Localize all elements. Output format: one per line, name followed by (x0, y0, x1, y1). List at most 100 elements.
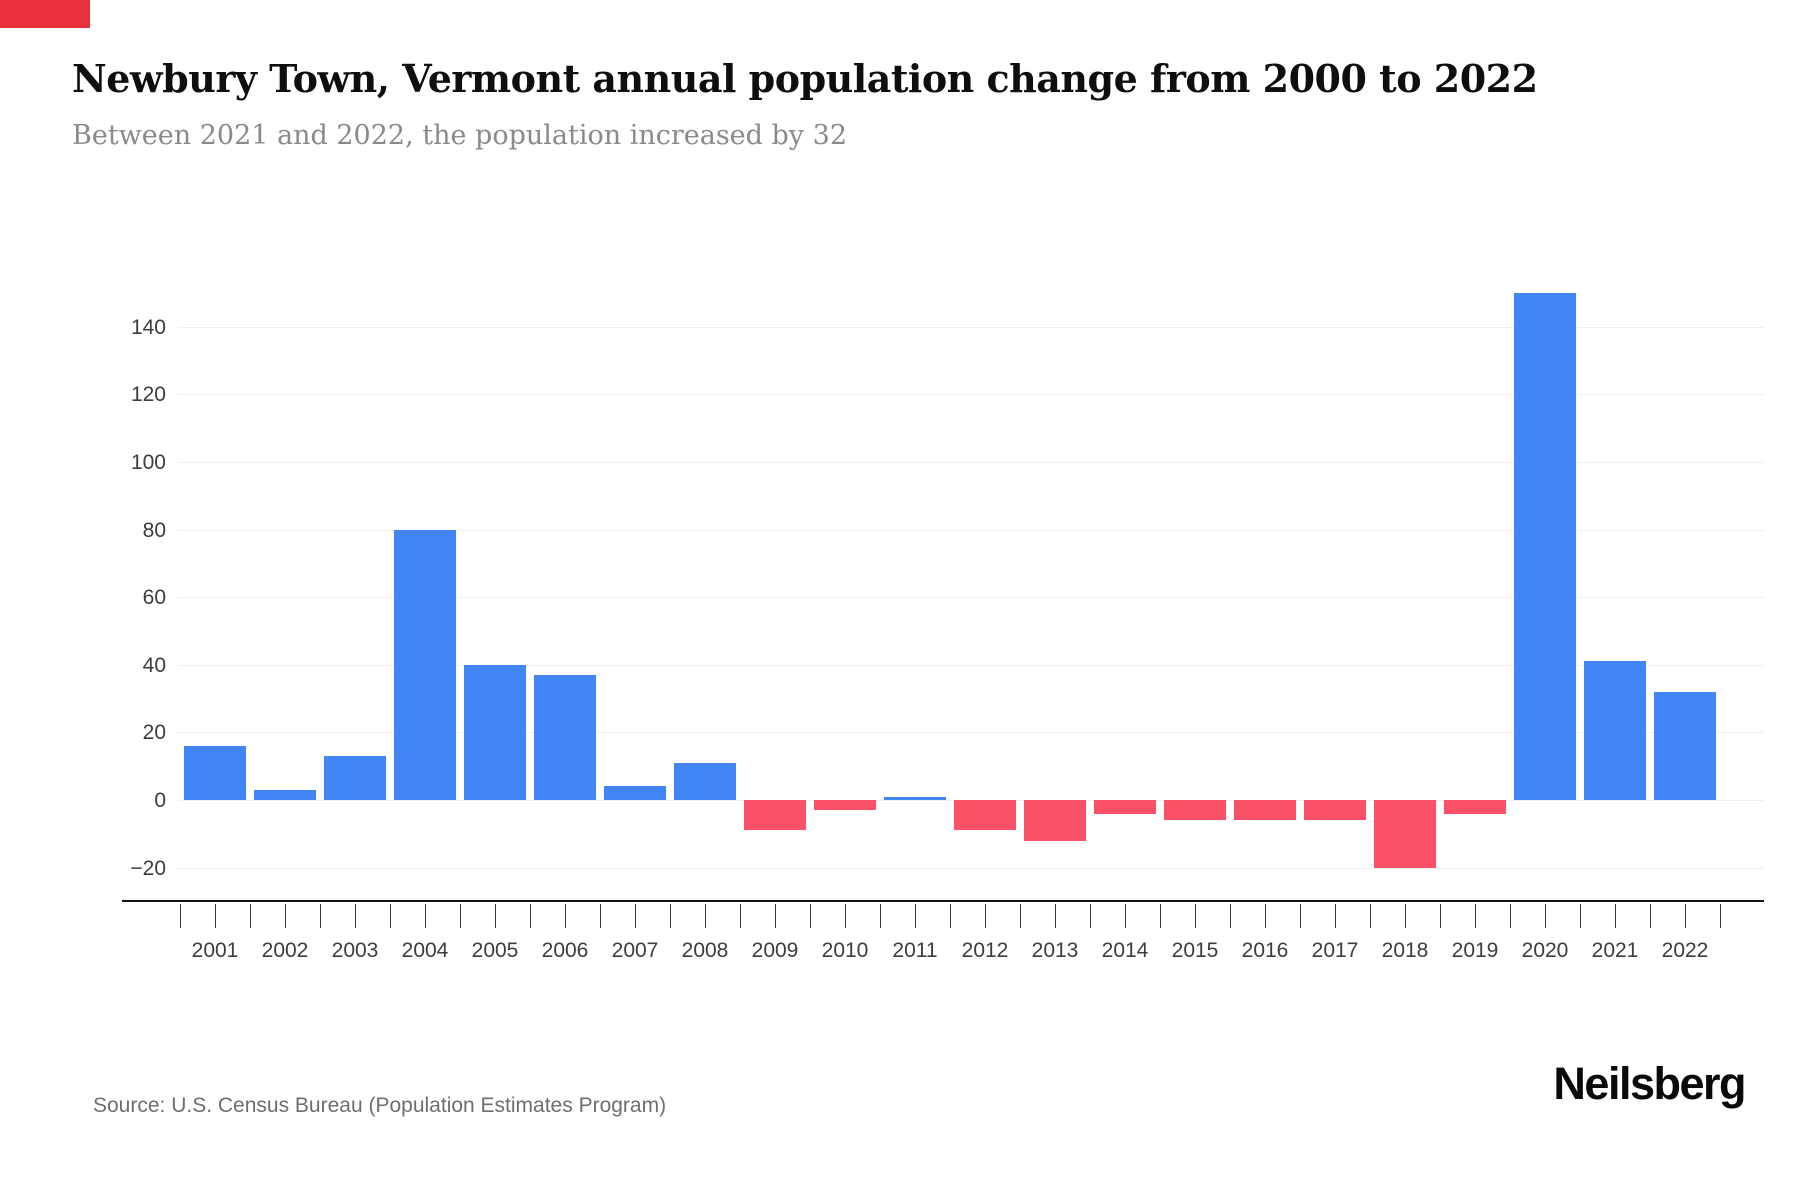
x-axis-label-2001: 2001 (191, 939, 239, 962)
x-axis-label-2003: 2003 (331, 939, 379, 962)
bar-2019[interactable] (1444, 800, 1506, 814)
y-axis-tick-label: 40 (142, 653, 166, 677)
x-axis-label-2008: 2008 (681, 939, 729, 962)
y-axis-tick-label: 100 (130, 451, 166, 474)
chart-title: Newbury Town, Vermont annual population … (72, 56, 1538, 101)
gridline-y-120 (178, 394, 1764, 396)
x-axis-tick (1475, 904, 1476, 928)
x-axis-label-2020: 2020 (1521, 939, 1569, 962)
bar-2016[interactable] (1234, 800, 1296, 821)
x-axis-tick (285, 904, 286, 928)
x-axis-label-2013: 2013 (1031, 939, 1079, 962)
bar-2021[interactable] (1584, 661, 1646, 800)
bar-2007[interactable] (604, 786, 666, 800)
x-axis-label-2015: 2015 (1171, 939, 1219, 962)
x-axis-label-2021: 2021 (1591, 939, 1639, 962)
x-axis-tick (670, 904, 671, 928)
x-axis-label-2009: 2009 (751, 939, 799, 962)
bar-2014[interactable] (1094, 800, 1156, 814)
x-axis-tick (1720, 904, 1721, 928)
bar-2022[interactable] (1654, 691, 1716, 800)
x-axis-tick (1370, 904, 1371, 928)
y-axis-tick-label: 140 (130, 315, 166, 339)
x-axis-label-2019: 2019 (1451, 939, 1499, 962)
bar-2020[interactable] (1514, 293, 1576, 800)
x-axis-tick (1265, 904, 1266, 928)
x-axis-tick (250, 904, 251, 928)
x-axis-tick (705, 904, 706, 928)
bar-2012[interactable] (954, 800, 1016, 831)
x-axis-tick (635, 904, 636, 928)
source-note: Source: U.S. Census Bureau (Population E… (93, 1094, 667, 1117)
bar-2008[interactable] (674, 762, 736, 800)
bar-2002[interactable] (254, 789, 316, 800)
bar-2009[interactable] (744, 800, 806, 831)
bar-2015[interactable] (1164, 800, 1226, 821)
bar-2010[interactable] (814, 800, 876, 811)
x-axis-tick (530, 904, 531, 928)
x-axis-tick (1510, 904, 1511, 928)
x-axis-tick (355, 904, 356, 928)
x-axis-tick (1440, 904, 1441, 928)
x-axis-tick (775, 904, 776, 928)
gridline-y-20 (178, 732, 1764, 734)
x-axis-tick (1545, 904, 1546, 928)
x-axis-tick (1405, 904, 1406, 928)
x-axis-line (122, 900, 1764, 902)
x-axis-tick (1230, 904, 1231, 928)
bar-2001[interactable] (184, 745, 246, 800)
bar-2011[interactable] (884, 796, 946, 800)
x-axis-tick (1580, 904, 1581, 928)
x-axis-tick (880, 904, 881, 928)
x-axis-tick (1335, 904, 1336, 928)
x-axis-tick (985, 904, 986, 928)
x-axis-tick (1615, 904, 1616, 928)
x-axis-tick (1300, 904, 1301, 928)
bar-2005[interactable] (464, 664, 526, 800)
y-axis-tick-label: 0 (154, 789, 166, 812)
x-axis-tick (810, 904, 811, 928)
x-axis-tick (460, 904, 461, 928)
x-axis-label-2014: 2014 (1101, 939, 1149, 962)
bar-2018[interactable] (1374, 800, 1436, 868)
bar-2004[interactable] (394, 529, 456, 800)
gridline-y--20 (178, 867, 1764, 869)
corner-accent-mark (0, 0, 90, 28)
x-axis-label-2006: 2006 (541, 939, 589, 962)
y-axis-tick-label: 120 (130, 383, 166, 407)
x-axis-tick (1685, 904, 1686, 928)
x-axis-label-2012: 2012 (961, 939, 1009, 962)
x-axis-tick (950, 904, 951, 928)
chart-subtitle: Between 2021 and 2022, the population in… (72, 120, 847, 151)
gridline-y-100 (178, 462, 1764, 463)
y-axis-tick-label: 60 (142, 586, 166, 610)
x-axis-label-2004: 2004 (401, 939, 449, 962)
x-axis-label-2016: 2016 (1241, 939, 1289, 962)
x-axis-tick (740, 904, 741, 928)
x-axis-label-2010: 2010 (821, 939, 869, 962)
gridline-y-40 (178, 664, 1764, 666)
x-axis-tick (1195, 904, 1196, 928)
x-axis-tick (495, 904, 496, 928)
bar-2013[interactable] (1024, 800, 1086, 841)
x-axis-tick (1090, 904, 1091, 928)
x-axis-tick (1650, 904, 1651, 928)
x-axis-label-2011: 2011 (892, 939, 938, 962)
x-axis-tick (180, 904, 181, 928)
bar-chart-plot-area: 140 120 100 80 60 40 20 0 −20 2001 2002 2003 2004 200… (122, 255, 1764, 962)
x-axis-tick (600, 904, 601, 928)
x-axis-label-2022: 2022 (1661, 939, 1709, 962)
x-axis-tick (1160, 904, 1161, 928)
x-axis-label-2017: 2017 (1311, 939, 1359, 962)
x-axis-tick (1055, 904, 1056, 928)
bar-2017[interactable] (1304, 800, 1366, 821)
x-axis-tick (845, 904, 846, 928)
x-axis-label-2007: 2007 (611, 939, 659, 962)
x-axis-tick (425, 904, 426, 928)
bar-2003[interactable] (324, 756, 386, 800)
bar-2006[interactable] (534, 674, 596, 800)
x-axis-tick (915, 904, 916, 928)
brand-logo: Neilsberg (1553, 1058, 1746, 1109)
x-axis-tick (565, 904, 566, 928)
